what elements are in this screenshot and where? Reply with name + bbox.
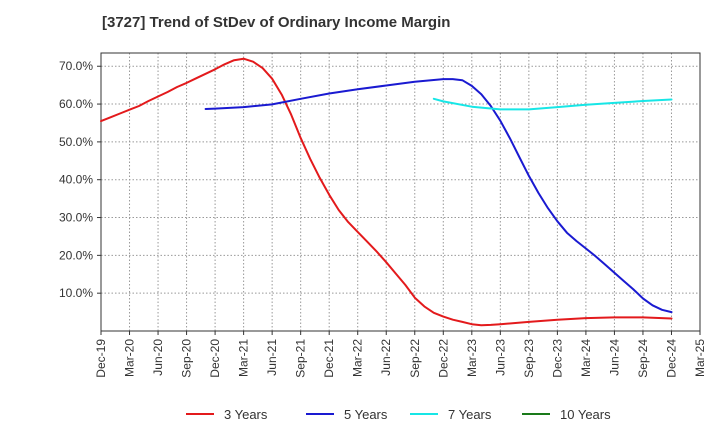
x-tick-label: Jun-20 bbox=[151, 339, 165, 376]
y-tick-label: 30.0% bbox=[59, 211, 93, 225]
x-tick-label: Sep-22 bbox=[408, 339, 422, 378]
x-tick-label: Sep-24 bbox=[636, 339, 650, 378]
legend: 3 Years 5 Years 7 Years 10 Years bbox=[186, 407, 611, 422]
x-tick-label: Sep-20 bbox=[180, 339, 194, 378]
x-tick-label: Mar-25 bbox=[693, 339, 707, 377]
legend-label-10-years: 10 Years bbox=[560, 407, 611, 422]
grid-layer bbox=[101, 53, 700, 331]
x-tick-label: Mar-22 bbox=[351, 339, 365, 377]
x-tick-label: Jun-21 bbox=[265, 339, 279, 376]
x-tick-label: Jun-23 bbox=[493, 339, 507, 376]
x-tick-label: Dec-21 bbox=[322, 339, 336, 378]
series-line-7-years bbox=[432, 97, 673, 111]
x-tick-label: Dec-24 bbox=[664, 339, 678, 378]
x-tick-label: Dec-22 bbox=[436, 339, 450, 378]
y-axis: 10.0% 20.0% 30.0% 40.0% 50.0% 60.0% 70.0% bbox=[59, 59, 101, 300]
y-tick-label: 10.0% bbox=[59, 286, 93, 300]
y-tick-label: 20.0% bbox=[59, 248, 93, 262]
x-tick-label: Mar-20 bbox=[123, 339, 137, 377]
y-tick-label: 60.0% bbox=[59, 97, 93, 111]
legend-label-7-years: 7 Years bbox=[448, 407, 492, 422]
x-tick-label: Dec-23 bbox=[550, 339, 564, 378]
y-tick-label: 40.0% bbox=[59, 173, 93, 187]
series-layer bbox=[100, 57, 673, 327]
x-tick-label: Jun-22 bbox=[379, 339, 393, 376]
chart-title: [3727] Trend of StDev of Ordinary Income… bbox=[102, 14, 451, 31]
y-tick-label: 70.0% bbox=[59, 59, 93, 73]
plot-frame bbox=[100, 52, 701, 332]
legend-label-5-years: 5 Years bbox=[344, 407, 388, 422]
series-line-5-years bbox=[204, 78, 673, 314]
x-tick-label: Mar-24 bbox=[579, 339, 593, 377]
x-tick-label: Dec-19 bbox=[94, 339, 108, 378]
legend-label-3-years: 3 Years bbox=[224, 407, 268, 422]
series-line-3-years bbox=[100, 57, 673, 327]
x-tick-label: Sep-23 bbox=[522, 339, 536, 378]
y-tick-label: 50.0% bbox=[59, 135, 93, 149]
x-tick-label: Mar-23 bbox=[465, 339, 479, 377]
x-tick-label: Sep-21 bbox=[294, 339, 308, 378]
x-tick-label: Mar-21 bbox=[237, 339, 251, 377]
x-tick-label: Dec-20 bbox=[208, 339, 222, 378]
x-tick-label: Jun-24 bbox=[607, 339, 621, 376]
x-axis: Dec-19 Mar-20 Jun-20 Sep-20 Dec-20 Mar-21 Jun-… bbox=[94, 331, 707, 378]
